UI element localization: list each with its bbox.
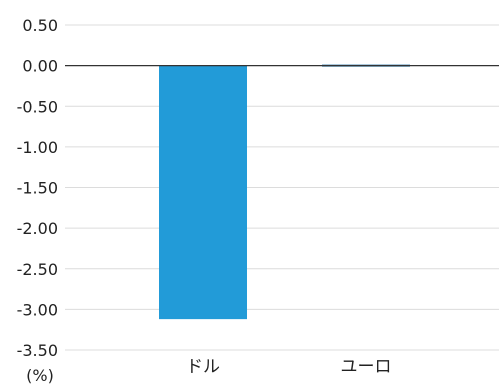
y-tick-label: -2.50 xyxy=(17,260,58,279)
x-axis-category-labels: ドル ユーロ xyxy=(186,357,392,377)
y-tick-label: -3.00 xyxy=(17,300,58,319)
y-tick-label: -2.00 xyxy=(17,219,58,238)
y-tick-label: -0.50 xyxy=(17,97,58,116)
y-axis-unit-label: (%) xyxy=(26,366,54,385)
x-category-label: ドル xyxy=(186,357,220,377)
y-tick-label: 0.00 xyxy=(22,57,58,76)
y-tick-label: -1.50 xyxy=(17,179,58,198)
x-category-label: ユーロ xyxy=(341,357,392,377)
y-tick-label: 0.50 xyxy=(22,16,58,35)
bars xyxy=(159,64,410,320)
gridlines xyxy=(65,24,499,351)
y-axis-tick-labels: 0.50 0.00 -0.50 -1.00 -1.50 -2.00 -2.50 -3.00 -3… xyxy=(17,16,58,360)
bar-1 xyxy=(159,65,247,320)
y-tick-label: -1.00 xyxy=(17,138,58,157)
y-tick-label: -3.50 xyxy=(17,341,58,360)
